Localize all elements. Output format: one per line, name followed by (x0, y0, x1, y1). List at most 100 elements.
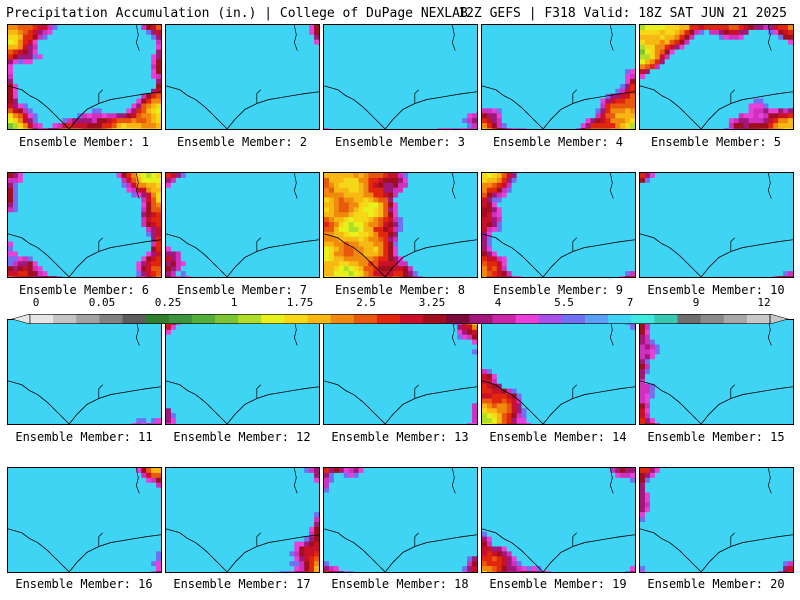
state-border (98, 320, 140, 399)
state-border (414, 320, 456, 399)
coastline (482, 380, 635, 424)
ensemble-member-label: Ensemble Member: 20 (647, 577, 785, 591)
ensemble-member-map (323, 172, 478, 278)
ensemble-member-map (7, 24, 162, 130)
colorbar-segment (30, 314, 54, 324)
ensemble-member-map (165, 172, 320, 278)
state-border (730, 320, 772, 399)
ensemble-member-map (165, 24, 320, 130)
ensemble-member-map (323, 319, 478, 425)
ensemble-member-label: Ensemble Member: 1 (18, 135, 150, 149)
state-border (730, 25, 772, 104)
coastline (8, 380, 161, 424)
colorbar-segment (122, 314, 147, 324)
state-border (730, 468, 772, 547)
coastline (166, 528, 319, 572)
colorbar-segment (168, 314, 193, 324)
ensemble-member-map (639, 24, 794, 130)
ensemble-member-label: Ensemble Member: 5 (650, 135, 782, 149)
ensemble-member-map (481, 319, 636, 425)
state-border (256, 468, 298, 547)
ensemble-member-label: Ensemble Member: 16 (15, 577, 153, 591)
colorbar-segment (400, 314, 424, 324)
colorbar-segment (376, 314, 401, 324)
colorbar-segment (492, 314, 517, 324)
state-border (414, 173, 456, 252)
ensemble-member-label: Ensemble Member: 19 (489, 577, 627, 591)
colorbar-left-arrow (10, 313, 31, 325)
state-border (256, 25, 298, 104)
ensemble-member-label: Ensemble Member: 13 (331, 430, 469, 444)
state-border (572, 25, 614, 104)
state-border (414, 468, 456, 547)
ensemble-member-map (165, 467, 320, 573)
state-border (256, 320, 298, 399)
ensemble-member-map (7, 172, 162, 278)
ensemble-member-label: Ensemble Member: 8 (334, 283, 466, 297)
ensemble-member-map (481, 467, 636, 573)
ensemble-member-label: Ensemble Member: 14 (489, 430, 627, 444)
colorbar-segment (76, 314, 100, 324)
coastline (8, 85, 161, 129)
state-border (572, 468, 614, 547)
ensemble-member-map (7, 467, 162, 573)
colorbar-segment (238, 314, 262, 324)
ensemble-member-label: Ensemble Member: 7 (176, 283, 308, 297)
coastline (640, 233, 793, 277)
colorbar-segment (423, 314, 447, 324)
colorbar-tick-label: 1 (230, 296, 238, 309)
colorbar-tick-label: 9 (692, 296, 700, 309)
coastline (640, 528, 793, 572)
colorbar-segment (608, 314, 632, 324)
ensemble-member-map (7, 319, 162, 425)
ensemble-member-label: Ensemble Member: 9 (492, 283, 624, 297)
colorbar-segment (746, 314, 771, 324)
ensemble-member-map (639, 319, 794, 425)
coastline (324, 233, 477, 277)
coastline (166, 233, 319, 277)
coastline (640, 85, 793, 129)
colorbar-segment (631, 314, 655, 324)
coastline (8, 233, 161, 277)
colorbar-segment (261, 314, 285, 324)
coastline (640, 380, 793, 424)
ensemble-member-label: Ensemble Member: 4 (492, 135, 624, 149)
colorbar-segment (330, 314, 355, 324)
state-border (572, 320, 614, 399)
ensemble-member-label: Ensemble Member: 10 (647, 283, 785, 297)
ensemble-member-label: Ensemble Member: 2 (176, 135, 308, 149)
ensemble-member-map (481, 24, 636, 130)
colorbar-segment (723, 314, 748, 324)
ensemble-member-map (165, 319, 320, 425)
ensemble-member-label: Ensemble Member: 3 (334, 135, 466, 149)
colorbar-tick-label: 0 (32, 296, 40, 309)
colorbar-tick-label: 7 (626, 296, 634, 309)
colorbar-segment (99, 314, 123, 324)
coastline (324, 528, 477, 572)
state-border (98, 173, 140, 252)
ensemble-member-label: Ensemble Member: 18 (331, 577, 469, 591)
ensemble-member-label: Ensemble Member: 17 (173, 577, 311, 591)
coastline (482, 233, 635, 277)
coastline (8, 528, 161, 572)
colorbar-segment (215, 314, 239, 324)
coastline (166, 380, 319, 424)
colorbar-tick-label: 0.05 (88, 296, 116, 309)
colorbar-tick-label: 1.75 (286, 296, 314, 309)
colorbar-segment (191, 314, 216, 324)
state-border (98, 468, 140, 547)
colorbar-segment (654, 314, 678, 324)
colorbar-segment (469, 314, 493, 324)
colorbar-segment (538, 314, 563, 324)
coastline (324, 380, 477, 424)
ensemble-member-label: Ensemble Member: 15 (647, 430, 785, 444)
colorbar-segment (307, 314, 332, 324)
colorbar-segment (145, 314, 170, 324)
colorbar-tick-label: 0.25 (154, 296, 182, 309)
colorbar-segment (561, 314, 586, 324)
state-border (414, 25, 456, 104)
colorbar-segment (585, 314, 609, 324)
state-border (730, 173, 772, 252)
colorbar-segment (677, 314, 702, 324)
coastline (482, 85, 635, 129)
